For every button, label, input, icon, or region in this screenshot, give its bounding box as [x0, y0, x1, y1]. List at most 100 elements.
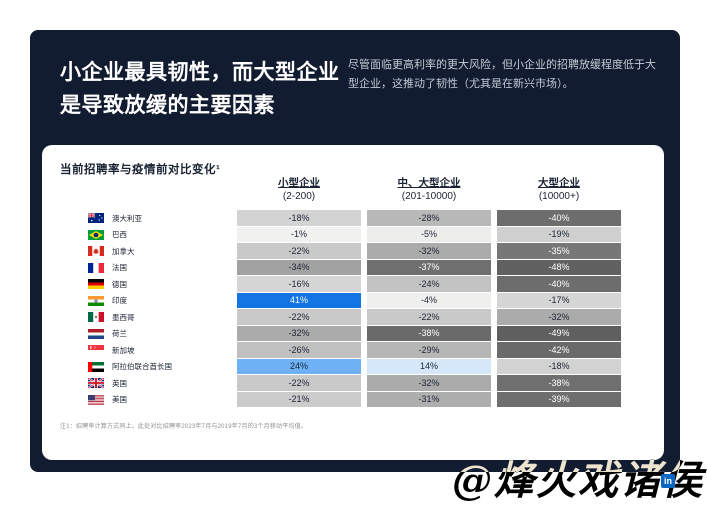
country-label: 荷兰	[112, 329, 127, 339]
country-cell: 法国	[42, 260, 237, 277]
country-cell: 巴西	[42, 227, 237, 244]
linkedin-icon: in	[661, 474, 675, 488]
value-cell: -28%	[367, 210, 491, 227]
table-row: 美国 -21% -31% -39%	[42, 391, 664, 409]
country-label: 巴西	[112, 230, 127, 240]
value-cell: -31%	[367, 391, 491, 408]
country-cell: 新加坡	[42, 342, 237, 359]
value-cell: -35%	[497, 243, 621, 260]
flag-de-icon	[88, 279, 104, 290]
value-cell: -34%	[237, 259, 361, 276]
value-cell: -37%	[367, 259, 491, 276]
country-cell: 英国	[42, 375, 237, 392]
flag-fr-icon	[88, 262, 104, 273]
flag-au-icon	[88, 213, 104, 224]
flag-ca-icon	[88, 246, 104, 257]
value-cell: -1%	[237, 226, 361, 243]
table-row: 墨西哥 -22% -22% -32%	[42, 309, 664, 326]
value-cell: -4%	[367, 292, 491, 309]
chart-card: 当前招聘率与疫情前对比变化¹ 小型企业 (2-200) 中、大型企业 (201-…	[42, 145, 664, 460]
value-cell: -39%	[497, 391, 621, 408]
table-row: 加拿大 -22% -32% -35%	[42, 243, 664, 260]
value-cell: -18%	[497, 358, 621, 375]
flag-ae-icon	[88, 361, 104, 372]
value-cell: -24%	[367, 276, 491, 293]
country-label: 美国	[112, 395, 127, 405]
page-title-line2: 是导致放缓的主要因素	[60, 94, 275, 117]
country-label: 新加坡	[112, 345, 135, 355]
table-row: 荷兰 -32% -38% -49%	[42, 325, 664, 343]
value-cell: 41%	[237, 292, 361, 309]
value-cell: 24%	[237, 358, 361, 375]
flag-us-icon	[88, 394, 104, 405]
page-title: 小企业最具韧性，而大型企业 是导致放缓的主要因素	[60, 56, 350, 122]
column-header-large: 大型企业 (10000+)	[538, 177, 580, 202]
page-title-line1: 小企业最具韧性，而大型企业	[60, 61, 340, 84]
table-row: 新加坡 -26% -29% -42%	[42, 342, 664, 359]
column-header-medium-large: 中、大型企业 (201-10000)	[397, 177, 461, 202]
value-cell: -19%	[497, 226, 621, 243]
value-cell: -17%	[497, 292, 621, 309]
country-cell: 澳大利亚	[42, 210, 237, 227]
table-row: 印度 41% -4% -17%	[42, 292, 664, 310]
value-cell: -21%	[237, 391, 361, 408]
value-cell: 14%	[367, 358, 491, 375]
flag-in-icon	[88, 295, 104, 306]
table-row: 澳大利亚 -18% -28% -40%	[42, 210, 664, 227]
country-label: 印度	[112, 296, 127, 306]
value-cell: -38%	[497, 375, 621, 392]
flag-br-icon	[88, 229, 104, 240]
country-label: 法国	[112, 263, 127, 273]
value-cell: -32%	[237, 325, 361, 342]
flag-uk-icon	[88, 378, 104, 389]
country-cell: 荷兰	[42, 326, 237, 343]
country-column-spacer	[42, 177, 237, 203]
value-cell: -32%	[367, 243, 491, 260]
table-header: 小型企业 (2-200) 中、大型企业 (201-10000) 大型企业 (10…	[42, 177, 664, 203]
country-label: 阿拉伯联合酋长国	[112, 362, 172, 372]
value-cell: -22%	[237, 243, 361, 260]
table-row: 巴西 -1% -5% -19%	[42, 226, 664, 244]
country-cell: 加拿大	[42, 243, 237, 260]
flag-mx-icon	[88, 312, 104, 323]
country-cell: 美国	[42, 392, 237, 409]
country-cell: 德国	[42, 276, 237, 293]
table-row: 英国 -22% -32% -38%	[42, 375, 664, 392]
value-cell: -32%	[367, 375, 491, 392]
value-cell: -48%	[497, 259, 621, 276]
value-cell: -5%	[367, 226, 491, 243]
table-row: 阿拉伯联合酋长国 24% 14% -18%	[42, 358, 664, 376]
value-cell: -22%	[237, 309, 361, 326]
value-cell: -29%	[367, 342, 491, 359]
chart-title: 当前招聘率与疫情前对比变化¹	[60, 164, 221, 176]
hero-subtitle: 尽管面临更高利率的更大风险，但小企业的招聘放缓程度低于大型企业，这推动了韧性（尤…	[348, 59, 656, 90]
value-cell: -40%	[497, 210, 621, 227]
value-cell: -40%	[497, 276, 621, 293]
value-cell: -42%	[497, 342, 621, 359]
table-rows: 澳大利亚 -18% -28% -40% 巴西 -1% -5% -19% 加拿大 -22% -32% -…	[42, 210, 664, 408]
country-cell: 印度	[42, 293, 237, 310]
hero-panel: 小企业最具韧性，而大型企业 是导致放缓的主要因素 尽管面临更高利率的更大风险，但…	[30, 30, 680, 472]
footnote: 注1：招聘率计算方式同上。此处对比招聘率2023年7月与2019年7月的3个月移…	[60, 424, 308, 430]
value-cell: -16%	[237, 276, 361, 293]
country-label: 澳大利亚	[112, 213, 142, 223]
country-label: 墨西哥	[112, 312, 135, 322]
table-row: 德国 -16% -24% -40%	[42, 276, 664, 293]
country-cell: 墨西哥	[42, 309, 237, 326]
country-label: 英国	[112, 378, 127, 388]
value-cell: -18%	[237, 210, 361, 227]
flag-nl-icon	[88, 328, 104, 339]
table-row: 法国 -34% -37% -48%	[42, 259, 664, 277]
value-cell: -49%	[497, 325, 621, 342]
country-cell: 阿拉伯联合酋长国	[42, 359, 237, 376]
country-label: 加拿大	[112, 246, 135, 256]
value-cell: -38%	[367, 325, 491, 342]
value-cell: -26%	[237, 342, 361, 359]
value-cell: -22%	[367, 309, 491, 326]
flag-sg-icon	[88, 345, 104, 356]
column-header-small: 小型企业 (2-200)	[278, 177, 320, 202]
value-cell: -22%	[237, 375, 361, 392]
country-label: 德国	[112, 279, 127, 289]
value-cell: -32%	[497, 309, 621, 326]
